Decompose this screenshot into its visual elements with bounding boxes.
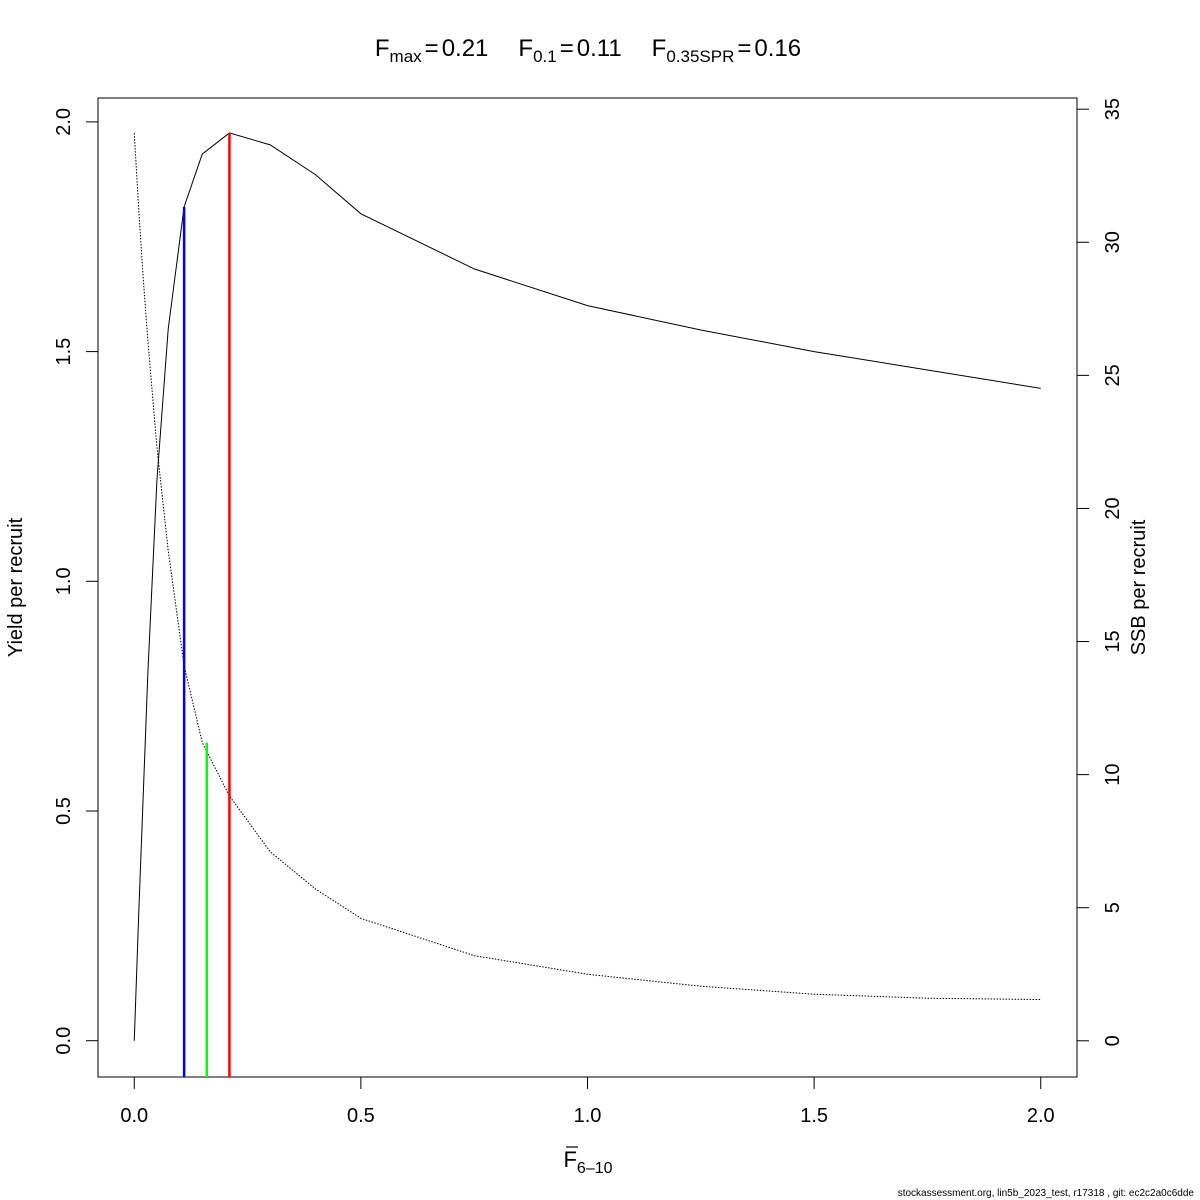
y2-tick-label: 15 xyxy=(1102,630,1124,652)
y2-tick-label: 30 xyxy=(1102,231,1124,253)
x-tick-label: 0.0 xyxy=(120,1105,148,1127)
x-tick-label: 1.0 xyxy=(574,1105,602,1127)
x-axis-label: F6–10 xyxy=(563,1147,612,1177)
title-relation: = xyxy=(737,35,751,62)
y2-tick-label: 25 xyxy=(1102,364,1124,386)
title-symbol: F xyxy=(518,35,533,62)
x-tick-label: 1.5 xyxy=(800,1105,828,1127)
y2-tick-label: 20 xyxy=(1102,497,1124,519)
x-tick-label: 2.0 xyxy=(1027,1105,1055,1127)
y2-tick-label: 35 xyxy=(1102,98,1124,120)
series-line xyxy=(133,133,1041,1001)
title-value: 0.21 xyxy=(442,35,489,62)
title-subscript: 0.35SPR xyxy=(666,47,734,66)
title-symbol: F xyxy=(375,35,390,62)
y2-axis-label: SSB per recruit xyxy=(1128,519,1150,655)
y-tick-label: 0.5 xyxy=(53,797,75,825)
x-tick-label: 0.5 xyxy=(347,1105,375,1127)
title-relation: = xyxy=(560,35,574,62)
y2-tick-label: 10 xyxy=(1102,763,1124,785)
title-value: 0.16 xyxy=(754,35,801,62)
chart-title: Fmax = 0.21 F0.1 = 0.11 F0.35SPR = 0.16 xyxy=(375,35,801,66)
x-axis-label-subscript: 6–10 xyxy=(577,1160,613,1177)
y-tick-label: 0.0 xyxy=(53,1027,75,1055)
title-relation: = xyxy=(425,35,439,62)
y-tick-label: 1.5 xyxy=(53,338,75,366)
series-line xyxy=(133,132,1041,1041)
title-subscript: max xyxy=(390,47,423,66)
y2-tick-label: 5 xyxy=(1102,902,1124,913)
y-axis-label: Yield per recruit xyxy=(5,517,27,657)
title-symbol: F xyxy=(652,35,667,62)
title-subscript: 0.1 xyxy=(533,47,557,66)
plot-frame xyxy=(97,97,1078,1078)
y2-tick-label: 0 xyxy=(1102,1035,1124,1046)
title-value: 0.11 xyxy=(577,35,622,62)
y-tick-label: 1.0 xyxy=(53,567,75,595)
x-axis-label-symbol: F xyxy=(563,1147,576,1172)
y-tick-label: 2.0 xyxy=(53,108,75,136)
footer: stockassessment.org, lin5b_2023_test, r1… xyxy=(898,1188,1195,1199)
